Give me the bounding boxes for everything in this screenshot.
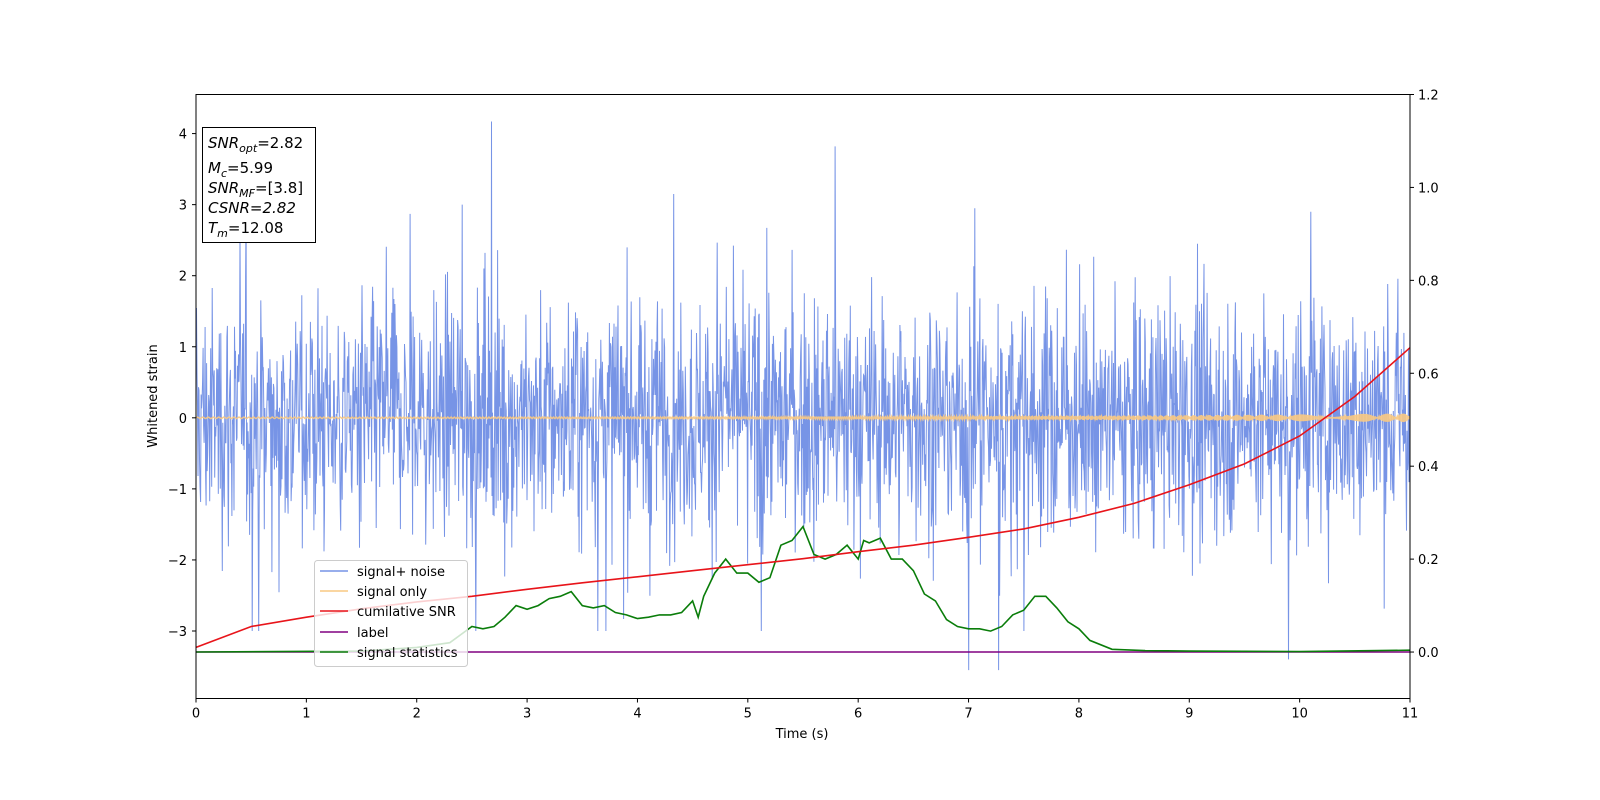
series-line-signal-statistics [195,525,1411,653]
x-tick-label: 2 [413,707,421,722]
svg-text:cumilative SNR: cumilative SNR [357,605,456,620]
info-box: SNRopt=2.82 Mc=5.99 SNRMF=[3.8] CSNR=2.8… [202,127,316,243]
x-tick-label: 10 [1291,707,1308,722]
svg-text:signal+ noise: signal+ noise [357,565,445,580]
legend-entry-signal-statistics: signal statistics [320,646,458,661]
svg-text:signal only: signal only [357,585,427,600]
mc-text: Mc=5.99 [208,159,273,180]
y-right-tick-label: 0.8 [1418,274,1439,289]
y-axis-label: Whitened strain [146,344,161,447]
y-right-tick-label: 0.6 [1418,367,1439,382]
legend-entry-signal-noise: signal+ noise [320,565,445,580]
series-signal-only [195,413,1411,423]
svg-text:signal statistics: signal statistics [357,646,458,661]
x-tick-label: 4 [633,707,641,722]
snr-mf-text: SNRMF=[3.8] [208,179,303,200]
svg-text:label: label [357,626,388,641]
y-right-tick-label: 1.2 [1418,89,1439,104]
legend-entry-signal-only: signal only [320,585,427,600]
x-tick-label: 5 [744,707,752,722]
y-right-tick-label: 1.0 [1418,181,1439,196]
x-tick-label: 3 [523,707,531,722]
y-left-tick-label: −1 [168,483,187,498]
y-left-tick-label: 4 [179,128,187,143]
x-axis-label: Time (s) [775,727,829,742]
series-signal-noise [195,121,1411,671]
y-axis-right: 0.0 0.2 0.4 0.6 0.8 1.0 1.2 [1410,89,1439,661]
legend: signal+ noise signal only cumilative SNR… [314,560,468,667]
x-tick-label: 7 [964,707,972,722]
snr-opt-text: SNRopt=2.82 [208,134,303,155]
plot-frame [195,94,1411,699]
y-right-tick-label: 0.0 [1418,646,1439,661]
series-line-signal-only [195,413,1411,423]
y-left-tick-label: 0 [179,412,187,427]
x-tick-label: 1 [302,707,310,722]
x-tick-label: 8 [1075,707,1083,722]
y-right-tick-label: 0.2 [1418,553,1439,568]
x-axis: 0 1 2 3 4 5 6 7 8 9 10 11 [192,698,1419,722]
legend-entry-label: label [320,626,388,641]
y-left-tick-label: 1 [179,341,187,356]
series-line-signal-noise [195,121,1411,671]
y-axis-left: −3 −2 −1 0 1 2 3 4 [168,128,196,640]
y-left-tick-label: 3 [179,199,187,214]
x-tick-label: 0 [192,707,200,722]
y-left-tick-label: −3 [168,625,187,640]
y-left-tick-label: 2 [179,270,187,285]
tm-text: Tm=12.08 [208,219,283,240]
csnr-text: CSNR=2.82 [208,199,296,217]
y-left-tick-label: −2 [168,554,187,569]
x-tick-label: 11 [1402,707,1419,722]
x-tick-label: 6 [854,707,862,722]
x-tick-label: 9 [1185,707,1193,722]
legend-entry-cumulative-snr: cumilative SNR [320,605,456,620]
y-right-tick-label: 0.4 [1418,460,1439,475]
